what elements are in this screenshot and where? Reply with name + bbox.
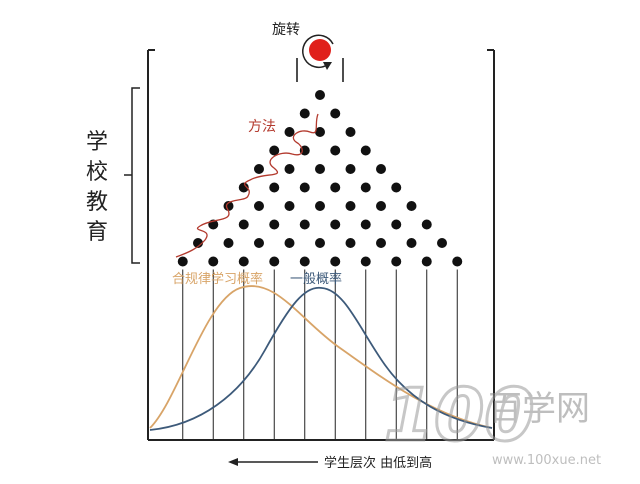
peg xyxy=(238,256,249,267)
peg xyxy=(437,238,447,248)
peg xyxy=(254,238,264,248)
bin-dividers xyxy=(182,269,458,440)
peg xyxy=(360,182,371,193)
peg xyxy=(345,164,356,174)
peg xyxy=(177,256,188,267)
peg xyxy=(345,127,356,137)
peg xyxy=(315,90,325,100)
peg xyxy=(299,256,310,267)
peg xyxy=(421,256,432,267)
peg xyxy=(315,127,325,137)
peg xyxy=(360,219,371,230)
peg xyxy=(269,145,280,156)
peg xyxy=(376,238,386,248)
method-path xyxy=(175,113,319,258)
peg xyxy=(269,256,280,267)
peg xyxy=(299,219,310,230)
peg xyxy=(330,256,341,267)
peg xyxy=(254,164,264,174)
peg xyxy=(284,164,295,174)
school-char-2: 校 xyxy=(85,160,108,185)
rotate-label: 旋转 xyxy=(272,22,300,38)
peg xyxy=(406,238,417,248)
peg xyxy=(254,201,264,211)
curve-regular xyxy=(149,285,493,429)
axis-arrowhead-icon xyxy=(228,458,238,466)
watermark-brand: 百学网 xyxy=(488,389,590,429)
school-char-4: 育 xyxy=(85,220,108,245)
peg-triangle xyxy=(177,90,463,267)
peg xyxy=(315,201,325,211)
peg xyxy=(406,201,417,211)
peg xyxy=(345,201,356,211)
peg xyxy=(315,164,325,174)
peg xyxy=(223,201,234,211)
peg xyxy=(421,219,432,230)
method-label: 方法 xyxy=(248,119,276,135)
peg xyxy=(284,201,295,211)
peg xyxy=(299,108,310,119)
watermark: 100 百学网 www.100xue.net xyxy=(383,372,602,469)
axis-caption: 学生层次 由低到高 xyxy=(324,455,432,471)
curve-general xyxy=(149,286,493,431)
peg xyxy=(330,182,341,193)
school-char-3: 教 xyxy=(85,190,108,215)
peg xyxy=(238,182,249,193)
watermark-logo: 100 xyxy=(384,373,534,457)
peg xyxy=(345,238,356,248)
peg xyxy=(284,238,295,248)
peg xyxy=(452,256,463,267)
peg xyxy=(284,127,295,137)
school-bracket xyxy=(124,87,140,264)
curve-general-label: 一般概率 xyxy=(290,271,342,287)
school-char-1: 学 xyxy=(85,130,108,155)
peg xyxy=(391,182,402,193)
peg xyxy=(330,108,341,119)
peg xyxy=(269,219,280,230)
peg xyxy=(376,201,386,211)
curve-regular-label: 合规律学习概率 xyxy=(172,271,263,287)
rotate-arrowhead-icon xyxy=(323,62,332,70)
watermark-url: www.100xue.net xyxy=(492,453,601,468)
peg xyxy=(208,256,219,267)
peg xyxy=(360,256,371,267)
peg xyxy=(299,182,310,193)
peg xyxy=(360,145,371,156)
peg xyxy=(193,238,203,248)
peg xyxy=(376,164,386,174)
ball-icon xyxy=(309,39,331,61)
peg xyxy=(330,145,341,156)
peg xyxy=(238,219,249,230)
peg xyxy=(330,219,341,230)
peg xyxy=(391,256,402,267)
peg xyxy=(315,238,325,248)
peg xyxy=(269,182,280,193)
rotate-arrow-icon xyxy=(302,34,334,68)
school-education-title: 学 校 教 育 xyxy=(82,128,112,248)
peg xyxy=(391,219,402,230)
peg xyxy=(223,238,234,248)
